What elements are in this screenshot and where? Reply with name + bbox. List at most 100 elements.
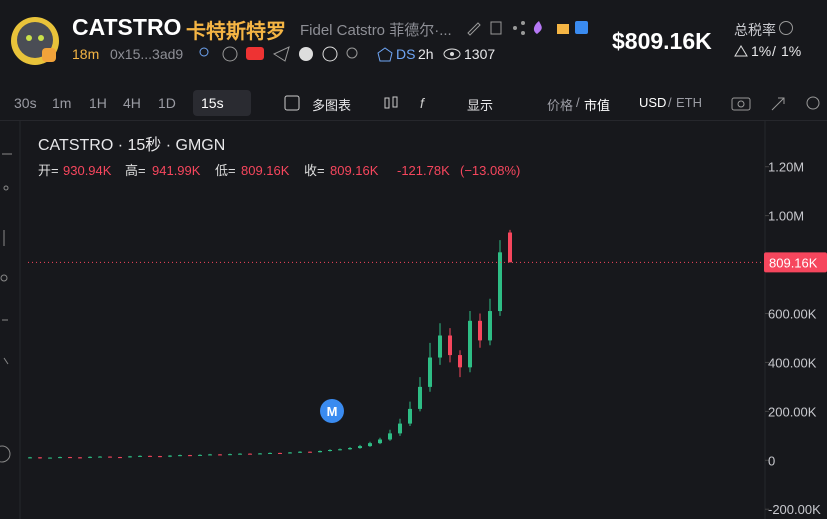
candle-body — [48, 457, 52, 459]
interval-selected[interactable]: 15s — [201, 95, 224, 111]
price-toggle[interactable]: 价格 — [547, 98, 574, 113]
current-price: $809.16K — [612, 28, 712, 54]
candle-body — [318, 450, 322, 453]
chart: CATSTRO · 15秒 · GMGN 开= 930.94K 高= 941.9… — [0, 120, 827, 519]
chart-tools[interactable]: f — [382, 94, 442, 112]
legend-label: 低= — [215, 163, 236, 178]
ohlc-legend: 开= 930.94K 高= 941.99K 低= 809.16K 收= 809.… — [38, 163, 520, 178]
candle-body — [128, 456, 132, 458]
interval[interactable]: 1H — [89, 95, 107, 111]
tax-icon — [734, 45, 748, 57]
y-tick-label: 0 — [768, 453, 775, 468]
y-tick-label: 1.00M — [768, 209, 804, 224]
drawing-tools[interactable] — [0, 153, 12, 463]
candle-body — [508, 232, 512, 263]
candle-body — [308, 451, 312, 453]
candle-body — [448, 335, 452, 356]
ds-icon — [377, 47, 393, 62]
interval[interactable]: 30s — [14, 95, 37, 111]
tax-buy: 1% — [751, 43, 772, 59]
holders-count: 1307 — [464, 46, 496, 62]
candle-body — [258, 453, 262, 455]
header-icons[interactable] — [465, 18, 590, 38]
eye-icon — [443, 48, 461, 60]
interval[interactable]: 1m — [52, 95, 72, 111]
candle-body — [68, 457, 72, 459]
candle-body — [268, 452, 272, 454]
y-tick-label: -200.00K — [768, 502, 821, 517]
token-full-name: Fidel Catstro 菲德尔·... — [300, 22, 452, 39]
checkbox[interactable] — [284, 95, 300, 111]
candle-body — [238, 453, 242, 455]
candle-body — [468, 320, 472, 368]
token-age: 18m — [72, 46, 100, 62]
candle-body — [388, 433, 392, 440]
candle-body — [458, 355, 462, 368]
candle-body — [368, 443, 372, 447]
eth-toggle[interactable]: ETH — [676, 95, 702, 110]
mcap-toggle[interactable]: 市值 — [584, 98, 611, 113]
separator: / — [668, 95, 672, 110]
legend-value: 809.16K — [330, 163, 379, 178]
candle-body — [428, 357, 432, 387]
tax-sep: / — [772, 43, 776, 59]
help-icon[interactable] — [778, 20, 794, 36]
chart-legend-title: CATSTRO · 15秒 · GMGN — [38, 136, 225, 154]
display-menu[interactable]: 显示 — [467, 98, 494, 113]
candle-body — [408, 408, 412, 424]
candle-body — [108, 456, 112, 458]
toolbar-icons[interactable] — [730, 94, 825, 112]
candle-body — [218, 454, 222, 456]
separator: / — [576, 95, 580, 110]
token-avatar — [11, 17, 59, 65]
social-icons[interactable] — [194, 44, 374, 64]
price-tag-label: 809.16K — [769, 255, 818, 270]
svg-text:f: f — [420, 95, 426, 111]
candle-body — [28, 457, 32, 459]
legend-label: 收= — [304, 163, 325, 178]
token-address[interactable]: 0x15...3ad9 — [110, 46, 184, 62]
candle-body — [228, 454, 232, 456]
legend-change: -121.78K — [397, 163, 450, 178]
candle-body — [298, 451, 302, 453]
usd-toggle[interactable]: USD — [639, 95, 667, 110]
candle-body — [378, 439, 382, 444]
candle-body — [338, 449, 342, 451]
candle-body — [98, 456, 102, 458]
candle-body — [278, 452, 282, 454]
candle-body — [418, 386, 422, 409]
interval[interactable]: 4H — [123, 95, 141, 111]
price-tag — [764, 252, 827, 273]
candle-body — [138, 455, 142, 457]
legend-percent: (−13.08%) — [460, 163, 520, 178]
candle-body — [478, 320, 482, 341]
y-tick-label: 600.00K — [768, 306, 817, 321]
candle-body — [188, 455, 192, 457]
ds-label: DS — [396, 46, 416, 62]
candle-body — [248, 453, 252, 455]
candle-body — [78, 457, 82, 459]
legend-label: 高= — [125, 163, 146, 178]
candle-body — [58, 457, 62, 459]
candle-body — [398, 423, 402, 434]
tax-sell: 1% — [781, 43, 802, 59]
candle-body — [38, 457, 42, 459]
candle-body — [438, 335, 442, 358]
ds-age: 2h — [418, 46, 434, 62]
y-tick-label: 1.20M — [768, 160, 804, 175]
candle-body — [158, 456, 162, 458]
legend-value: 930.94K — [63, 163, 112, 178]
interval-selected-bg[interactable] — [193, 90, 251, 116]
legend-label: 开= — [38, 163, 59, 178]
candle-body — [168, 455, 172, 457]
candle-body — [498, 252, 502, 312]
tax-label: 总税率 — [734, 22, 776, 38]
candle-body — [88, 456, 92, 458]
multi-chart[interactable]: 多图表 — [312, 98, 352, 113]
header: CATSTRO 卡特斯特罗 Fidel Catstro 菲德尔·... 18m … — [0, 0, 827, 80]
interval[interactable]: 1D — [158, 95, 176, 111]
token-name: CATSTRO — [72, 14, 182, 40]
candle-body — [148, 455, 152, 457]
candle-body — [488, 311, 492, 341]
